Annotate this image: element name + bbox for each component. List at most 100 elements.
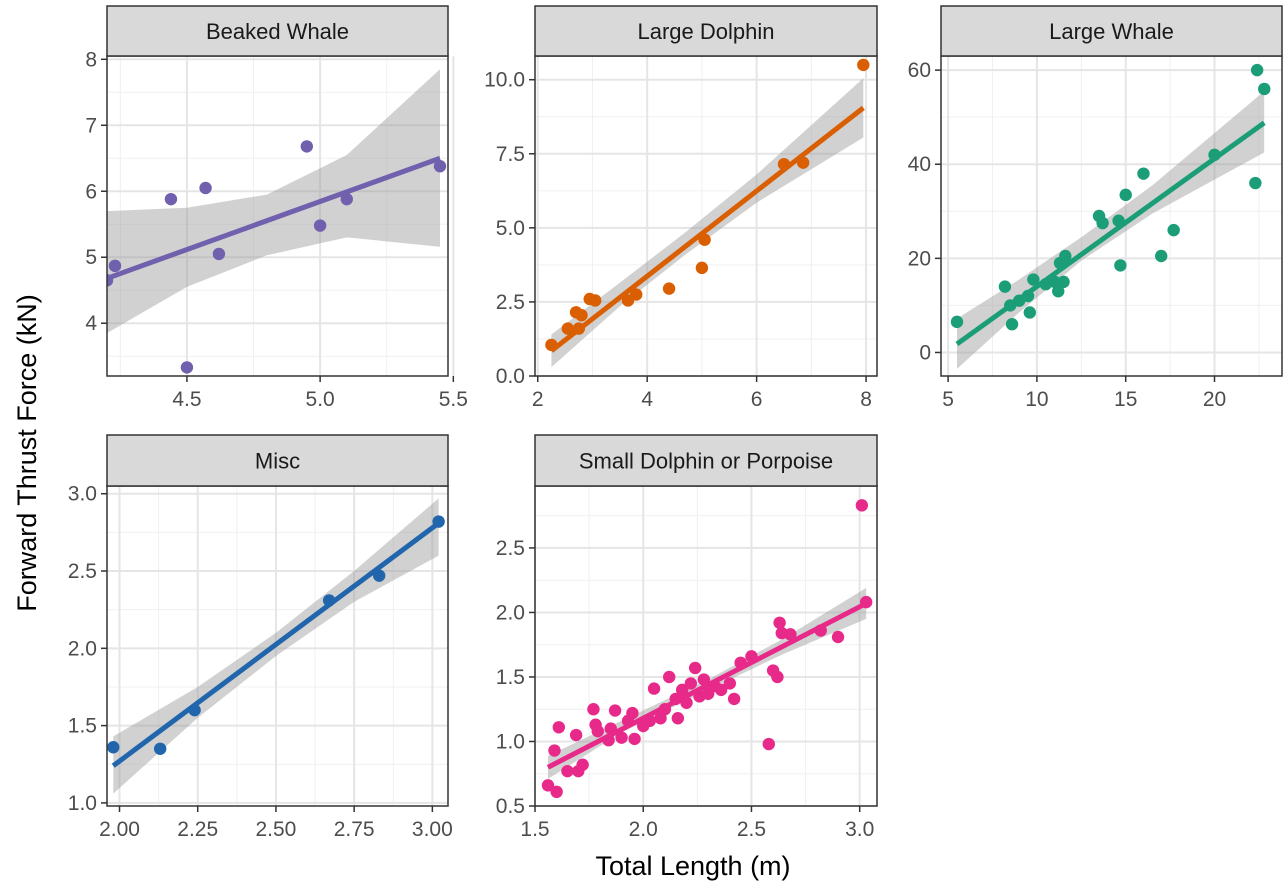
y-tick-label: 2.5: [496, 291, 525, 314]
data-point: [832, 631, 844, 643]
y-tick-label: 4: [85, 312, 97, 335]
y-tick-label: 7: [85, 114, 97, 137]
data-point: [1251, 64, 1263, 76]
data-point: [773, 617, 785, 629]
confidence-band: [107, 69, 440, 333]
facet-panels: Beaked Whale4.5 5.0 5.545678Large Dolphin2…: [68, 6, 1282, 841]
data-point: [609, 704, 621, 716]
facet-panel: Large Whale 5 10 15 20 0 20 40 60: [908, 6, 1282, 411]
confidence-band: [551, 78, 863, 367]
y-tick-label: 7.5: [496, 143, 525, 166]
data-point: [628, 733, 640, 745]
facet-panel: Misc2.00 2.25 2.50 2.75 3.001.01.52.02.53.0: [68, 435, 453, 841]
data-point: [1024, 306, 1036, 318]
y-tick-label: 1.5: [68, 715, 97, 738]
x-tick-label: 15: [1114, 388, 1137, 411]
data-point: [1006, 318, 1018, 330]
x-tick-label: 2.0: [629, 818, 658, 841]
data-point: [1114, 259, 1126, 271]
data-point: [213, 248, 225, 260]
data-point: [696, 262, 708, 274]
x-tick-label: 5: [942, 388, 954, 411]
facet-panel: Beaked Whale 4.5 5.0 5.5 4 5 6 7 8: [85, 6, 468, 411]
facet-panel: Large Dolphin 2 4 6 8 0.0 2.5 5.0 7.5 10.0: [484, 6, 877, 411]
data-point: [550, 786, 562, 798]
data-point: [576, 759, 588, 771]
data-point: [553, 721, 565, 733]
facet-title: Small Dolphin or Porpoise: [579, 449, 833, 474]
data-point: [589, 294, 601, 306]
data-point: [672, 712, 684, 724]
facet-title: Beaked Whale: [206, 19, 349, 44]
y-tick-label: 5: [85, 246, 97, 269]
y-tick-label: 2.5: [496, 537, 525, 560]
x-tick-label: 2.75: [334, 818, 375, 841]
y-tick-label: 1.0: [68, 792, 97, 815]
data-point: [857, 59, 869, 71]
panel-plot-area: [951, 64, 1271, 369]
y-tick-label: 6: [85, 180, 97, 203]
regression-line: [548, 603, 866, 767]
data-point: [724, 677, 736, 689]
x-tick-label: 5.5: [439, 388, 468, 411]
data-point: [575, 309, 587, 321]
panel-plot-area: [101, 69, 446, 373]
panel-plot-area: [542, 499, 873, 798]
data-point: [999, 280, 1011, 292]
x-tick-label: 10: [1025, 388, 1048, 411]
data-point: [548, 744, 560, 756]
x-tick-label: 6: [751, 388, 763, 411]
y-tick-label: 5.0: [496, 217, 525, 240]
x-tick-label: 2: [532, 388, 544, 411]
data-point: [685, 677, 697, 689]
figure-x-axis-label: Total Length (m): [595, 851, 790, 881]
facet-panel: Small Dolphin or Porpoise 1.5 2.0 2.5 3.0 0.5…: [496, 435, 877, 841]
data-point: [663, 282, 675, 294]
data-point: [1120, 189, 1132, 201]
x-tick-label: 5.0: [306, 388, 335, 411]
regression-line: [957, 123, 1264, 344]
y-tick-label: 1.0: [496, 730, 525, 753]
y-tick-label: 40: [908, 153, 931, 176]
confidence-band: [957, 91, 1264, 369]
x-tick-label: 3.00: [412, 818, 453, 841]
data-point: [1096, 217, 1108, 229]
y-tick-label: 2.5: [68, 560, 97, 583]
data-point: [728, 693, 740, 705]
data-point: [1137, 167, 1149, 179]
y-tick-label: 0.0: [496, 365, 525, 388]
data-point: [301, 140, 313, 152]
x-tick-label: 2.5: [737, 818, 766, 841]
data-point: [570, 729, 582, 741]
y-tick-label: 10.0: [484, 69, 525, 92]
y-tick-label: 20: [908, 247, 931, 270]
data-point: [951, 316, 963, 328]
data-point: [663, 671, 675, 683]
facet-title: Misc: [255, 449, 300, 474]
x-tick-label: 2.00: [99, 818, 140, 841]
data-point: [314, 219, 326, 231]
data-point: [181, 361, 193, 373]
y-tick-label: 2.0: [496, 601, 525, 624]
data-point: [561, 765, 573, 777]
data-point: [1249, 177, 1261, 189]
data-point: [1155, 250, 1167, 262]
data-point: [107, 741, 119, 753]
y-tick-label: 2.0: [68, 637, 97, 660]
data-point: [199, 182, 211, 194]
data-point: [626, 707, 638, 719]
y-tick-label: 0: [919, 341, 931, 364]
data-point: [587, 703, 599, 715]
x-tick-label: 4: [641, 388, 653, 411]
figure-y-axis-label: Forward Thrust Force (kN): [12, 294, 42, 612]
x-tick-label: 8: [860, 388, 872, 411]
data-point: [592, 725, 604, 737]
data-point: [1167, 224, 1179, 236]
y-tick-label: 1.5: [496, 666, 525, 689]
y-tick-label: 8: [85, 48, 97, 71]
data-point: [154, 743, 166, 755]
y-tick-label: 0.5: [496, 795, 525, 818]
x-tick-label: 1.5: [520, 818, 549, 841]
panel-plot-area: [545, 59, 869, 367]
